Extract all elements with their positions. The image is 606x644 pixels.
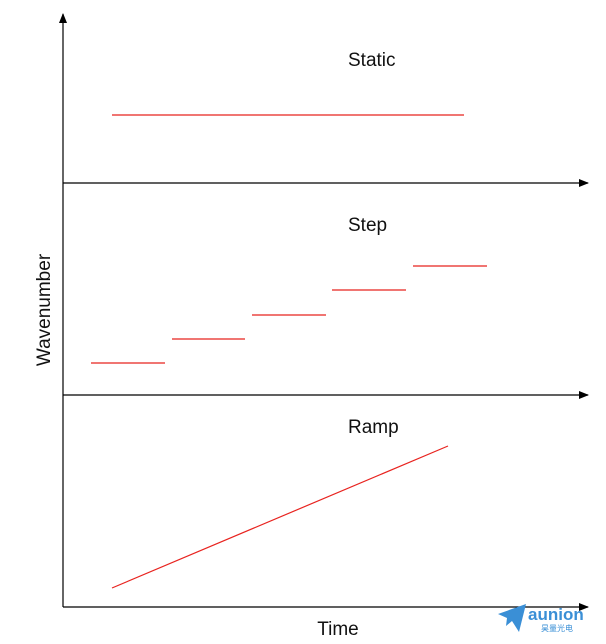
step-signal bbox=[91, 265, 487, 364]
aunion-logo: aunion 昊量光电 bbox=[498, 604, 584, 633]
y-axis-label: Wavenumber bbox=[34, 253, 55, 366]
ramp-signal-line bbox=[111, 445, 449, 589]
x-axis-label: Time bbox=[317, 619, 359, 640]
logo-name: aunion bbox=[528, 605, 584, 624]
paper-plane-icon bbox=[498, 604, 526, 632]
logo-subtitle: 昊量光电 bbox=[541, 623, 573, 633]
ramp-panel-title: Ramp bbox=[348, 417, 399, 438]
step-panel-title: Step bbox=[348, 215, 387, 236]
static-panel-title: Static bbox=[348, 50, 396, 71]
